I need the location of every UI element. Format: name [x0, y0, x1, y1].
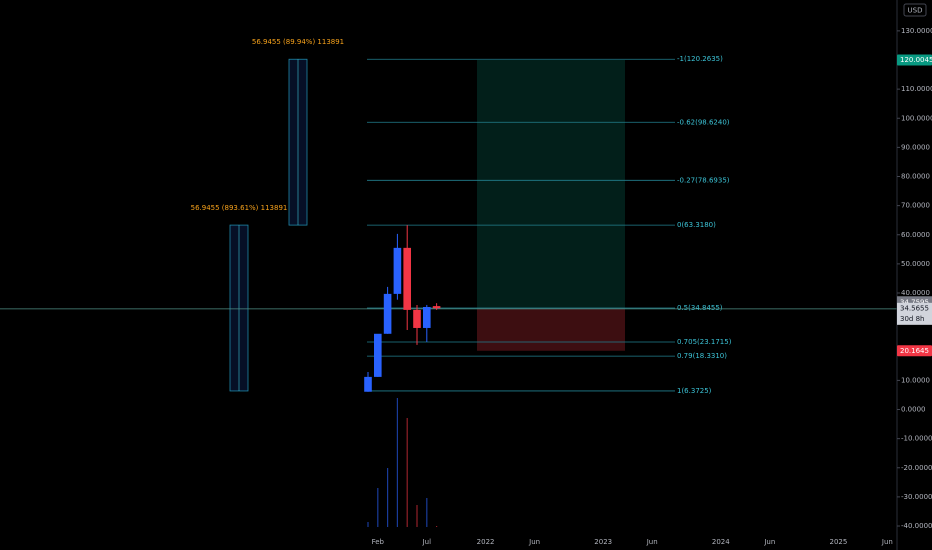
y-tick-label: 10.0000 [901, 376, 930, 384]
position-loss [477, 308, 625, 351]
x-tick-label: 2025 [829, 538, 847, 546]
volume-bar [396, 398, 398, 527]
fib-label: 0.79(18.3310) [677, 352, 727, 360]
y-tick-label: 100.0000 [901, 114, 932, 122]
candle-body [364, 376, 372, 392]
candle-body [383, 293, 392, 334]
y-tick-label: 60.0000 [901, 231, 930, 239]
x-tick-label: Jun [763, 538, 775, 546]
y-tick-label: 90.0000 [901, 143, 930, 151]
fib-label: 0.5(34.8455) [677, 304, 723, 312]
candle-body [403, 247, 411, 310]
fib-label: 0(63.3180) [677, 221, 716, 229]
candle-body [423, 306, 431, 328]
candle-body [374, 333, 382, 377]
x-tick-label: 2023 [594, 538, 612, 546]
volume-bar [387, 468, 389, 527]
volume-bar [436, 526, 438, 527]
y-tick-label: 50.0000 [901, 260, 930, 268]
x-tick-label: 2022 [477, 538, 495, 546]
crosshair-price-label: 34.5655 [900, 304, 929, 312]
y-tick-label: -20.0000 [901, 464, 932, 472]
currency: USD [908, 7, 923, 15]
candle-body [393, 247, 402, 294]
volume-bar [377, 488, 379, 527]
measure-label: 56.9455 (893.61%) 113891 [191, 204, 288, 212]
y-tick-label: -30.0000 [901, 493, 932, 501]
fib-label: -0.62(98.6240) [677, 118, 730, 126]
stop-price-label: 20.1645 [900, 347, 929, 355]
y-tick-label: -10.0000 [901, 435, 932, 443]
countdown-label: 30d 8h [900, 315, 924, 323]
volume-bar [416, 505, 418, 527]
fib-label: 0.705(23.1715) [677, 338, 732, 346]
y-tick-label: 0.0000 [901, 406, 926, 414]
y-tick-label: 40.0000 [901, 289, 930, 297]
last-price-label: 34.7595 [900, 298, 929, 306]
x-tick-label: Jun [528, 538, 540, 546]
currency-box[interactable] [903, 3, 927, 17]
plot-area: Feb Jul 2022 Jun 2023 Jun 2024 Jun 2025 Jun -1(120… [0, 38, 897, 546]
position-profit [477, 59, 625, 309]
y-tick-label: 110.0000 [901, 85, 932, 93]
target-price-label-bg [897, 54, 932, 66]
x-tick-label: Feb [372, 538, 385, 546]
volume-bar [426, 498, 428, 527]
price-axis [897, 0, 932, 550]
x-tick-label: Jul [422, 538, 432, 546]
y-tick-label: 130.0000 [901, 27, 932, 35]
y-tick-label: 80.0000 [901, 173, 930, 181]
volume-bar [367, 522, 369, 527]
y-tick-label: -40.0000 [901, 522, 932, 530]
fib-label: 1(6.3725) [677, 387, 712, 395]
crosshair-bg [897, 302, 932, 325]
fib-label: -1(120.2635) [677, 55, 723, 63]
target-price-label: 120.0045 [900, 56, 932, 64]
y-tick-label: 70.0000 [901, 202, 930, 210]
candle-body [432, 306, 441, 309]
volume-bar [406, 418, 408, 527]
candle-body [413, 309, 421, 328]
fib-label: -0.27(78.6935) [677, 176, 730, 184]
x-tick-label: Jun [646, 538, 658, 546]
x-tick-label: Jun [881, 538, 893, 546]
x-tick-label: 2024 [712, 538, 730, 546]
stop-price-label-bg [897, 345, 932, 357]
price-axis-labels: 130.0000120.0000110.0000100.000090.00008… [897, 27, 932, 530]
measure-label: 56.9455 (89.94%) 113891 [252, 38, 344, 46]
